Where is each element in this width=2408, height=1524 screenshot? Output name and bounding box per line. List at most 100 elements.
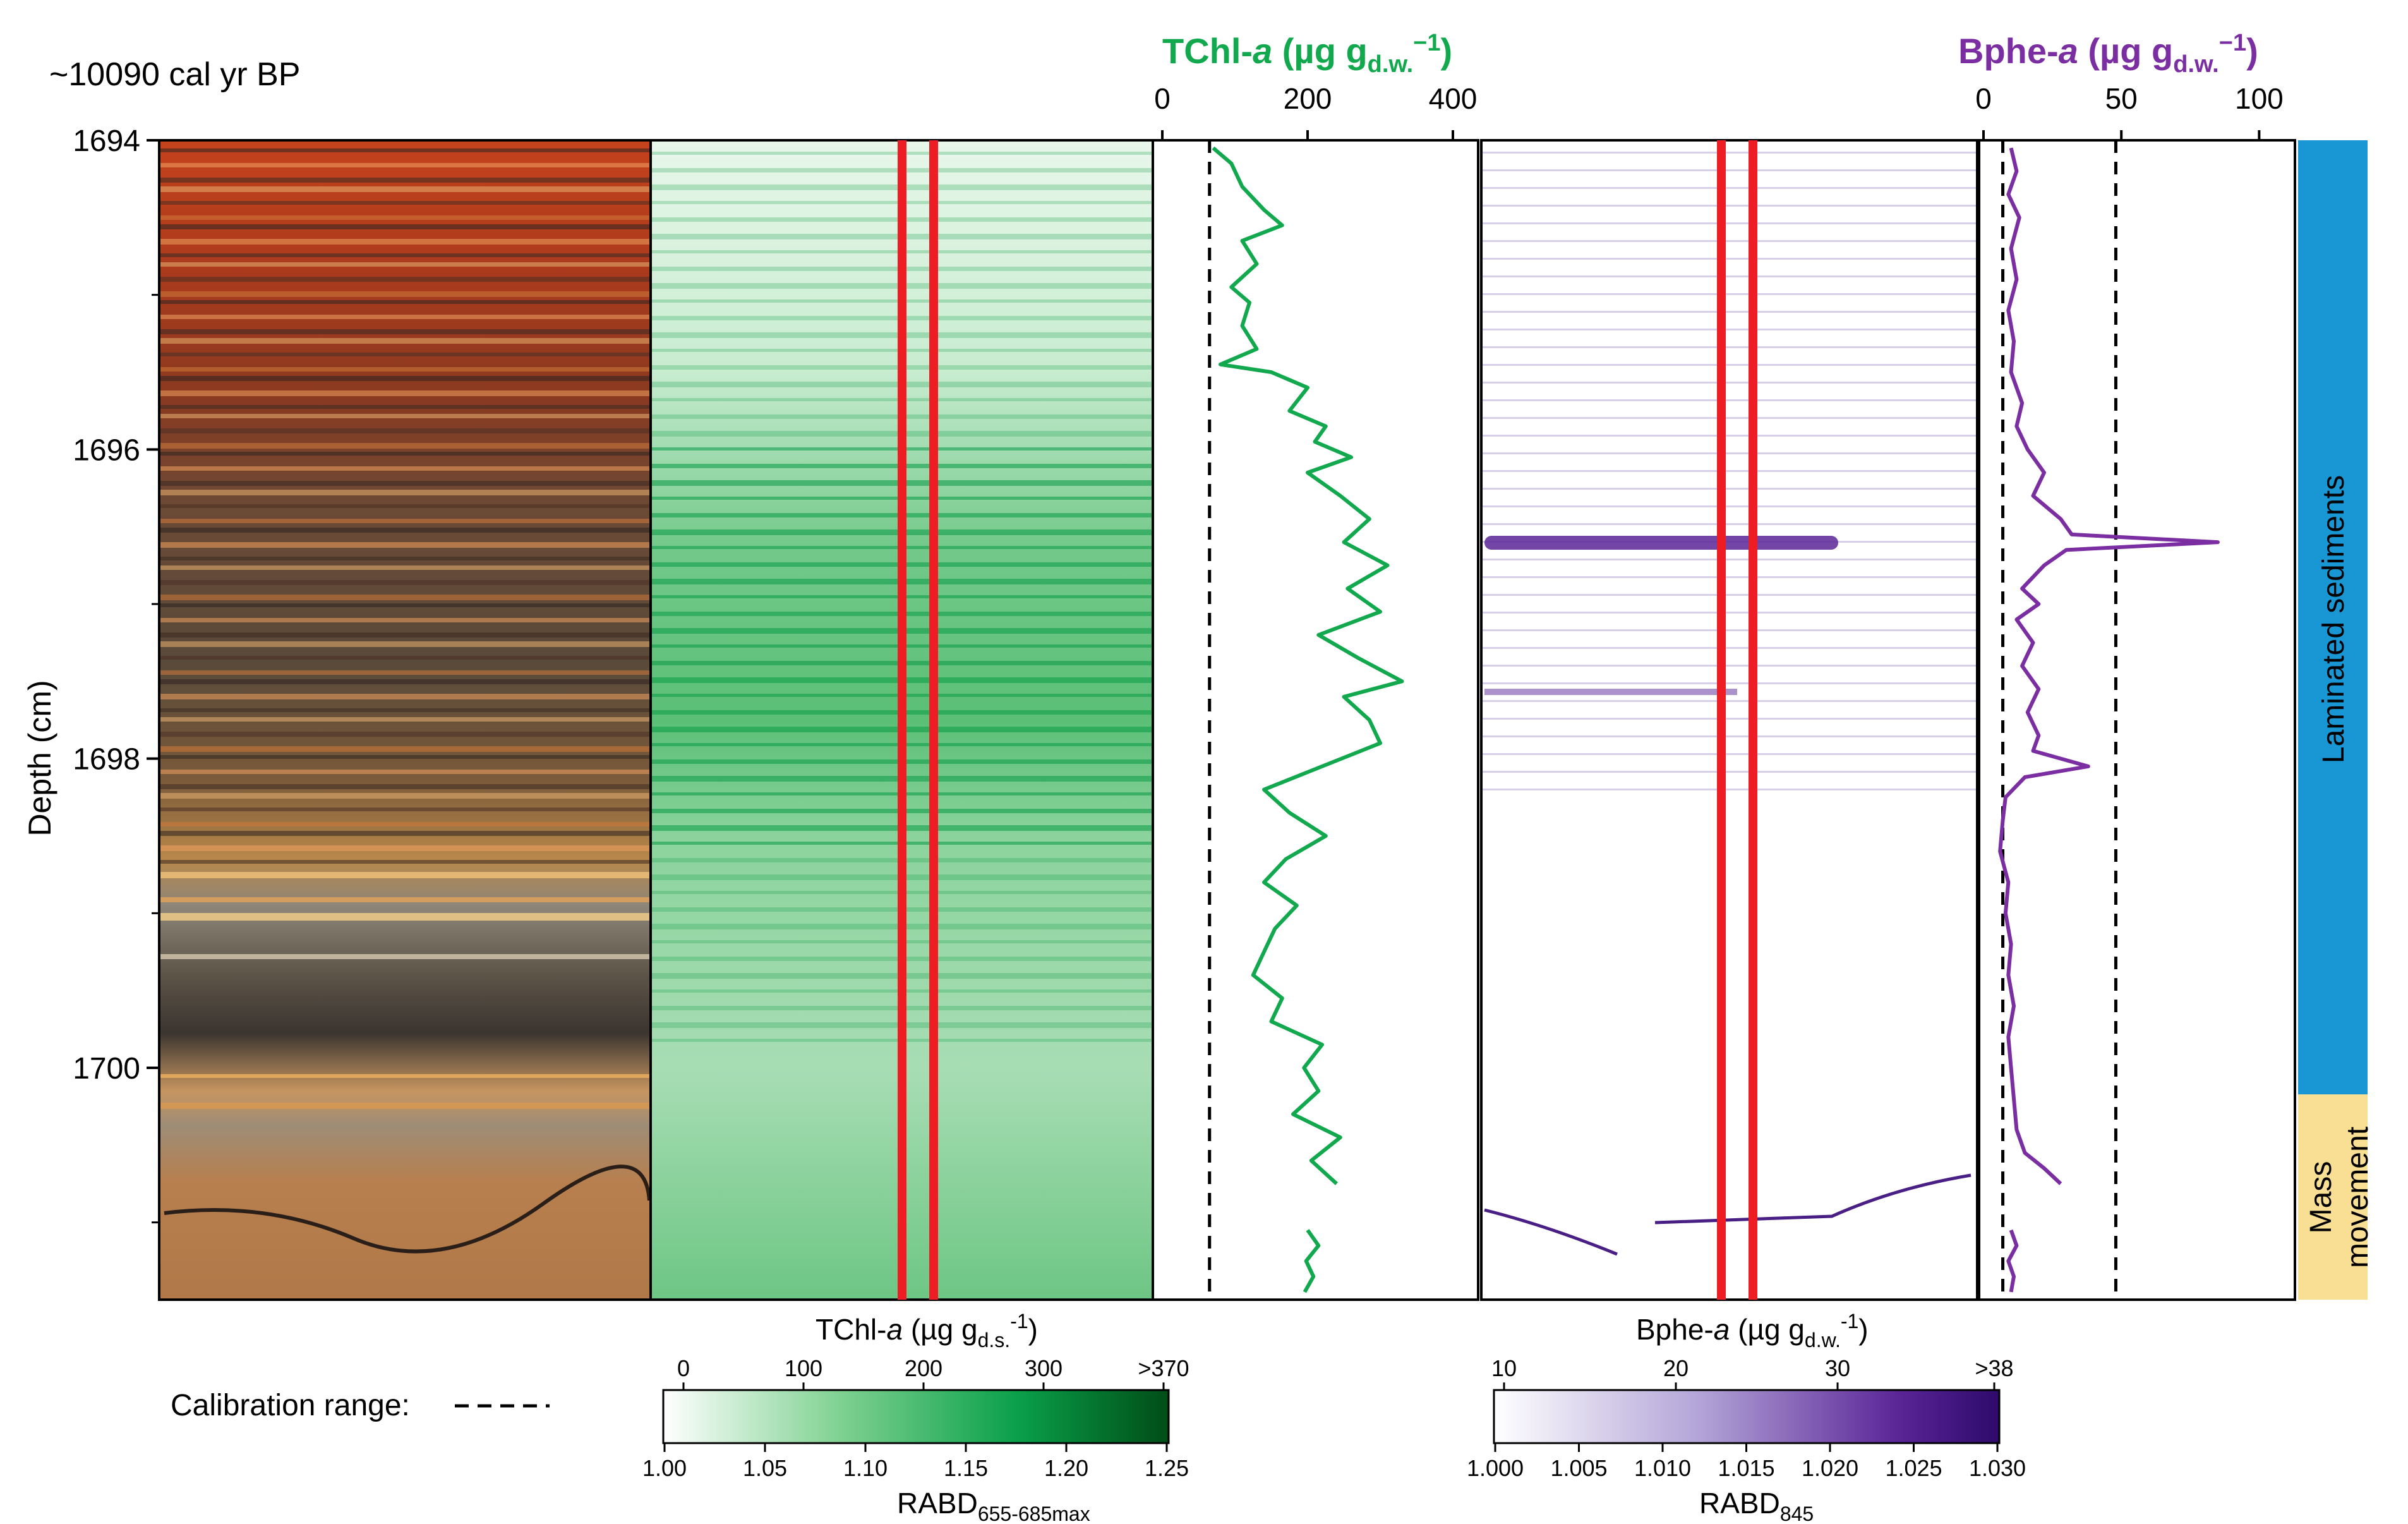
colorbar-top-tick-label: 20 [1663,1355,1689,1381]
core-lamina [159,376,651,381]
core-lamina [159,831,651,836]
purple-lamina [1481,417,1977,419]
x-tick-label: 100 [2235,82,2284,115]
colorbar-top-tick-label: 0 [677,1355,690,1381]
purple-band [1484,689,1737,695]
core-lamina [159,670,651,675]
core-lamina [159,163,651,167]
colorbar-top-tick-label: >370 [1138,1355,1189,1381]
bphe-colorbar-xlabel: RABD845 [1699,1487,1814,1524]
core-lamina [159,542,651,548]
core-lamina [159,822,651,826]
core-lamina [159,338,651,344]
series-line [1212,146,1404,1185]
colorbar-top-tick-label: 300 [1025,1355,1063,1381]
purple-lamina [1481,612,1977,614]
depth-tick-label: 1700 [73,1052,140,1086]
purple-lamina [1481,505,1977,507]
core-lamina [159,215,651,220]
core-lamina [159,490,651,495]
purple-lamina [1481,152,1977,154]
purple-lamina [1481,293,1977,295]
series-line-segment-2 [2006,1229,2019,1293]
core-lamina [159,178,651,183]
colorbar-bottom-tick-label: 1.020 [1802,1455,1858,1481]
zone-bar: Laminated sediments Mass movement [2298,140,2375,1300]
colorbar-bottom-tick-label: 1.000 [1467,1455,1524,1481]
core-lamina [159,414,651,418]
core-lamina [159,679,651,684]
tchl-colorbar-gradient [662,1389,1170,1444]
core-lamina [159,1074,651,1078]
purple-lamina [1481,382,1977,384]
depth-axis: 1694 1696 1698 1700 [73,124,159,1224]
core-lamina [159,565,651,570]
purple-lamina [1481,718,1977,720]
core-lamina [159,603,651,607]
core-lamina [159,367,651,372]
zone-mass-label-2: movement [2341,1127,2375,1268]
purple-lamina [1481,647,1977,649]
core-lamina [159,262,651,267]
x-tick-label: 400 [1429,82,1478,115]
colorbar-bottom-tick-label: 1.030 [1969,1455,2026,1481]
core-lamina [159,428,651,433]
purple-lamina [1481,559,1977,560]
colorbar-top-tick-label: >38 [1975,1355,2013,1381]
core-lamina [159,755,651,759]
purple-lamina [1481,222,1977,224]
core-lamina [159,557,651,560]
colorbar-bottom-tick-label: 1.05 [743,1455,787,1481]
colorbar-bottom-tick-label: 1.15 [944,1455,988,1481]
colorbar-top-tick-label: 100 [785,1355,822,1381]
bphe-colorbar-gradient [1493,1389,2001,1444]
tchl-plot-title: TChl-a (µg gd.w.−1) [1162,30,1452,78]
core-lamina [159,913,651,921]
purple-lamina [1481,435,1977,437]
age-label: ~10090 cal yr BP [49,56,300,93]
core-lamina [159,253,651,257]
core-photo-panel [158,139,652,1301]
purple-lamina [1481,789,1977,790]
x-tick-label: 0 [1975,82,1992,115]
x-tick-label: 200 [1284,82,1332,115]
depth-tick-label: 1698 [73,743,140,777]
colorbar-bottom-tick-label: 1.010 [1634,1455,1691,1481]
purple-lamina [1481,576,1977,578]
core-lamina [159,694,651,699]
purple-lamina [1481,258,1977,260]
purple-lamina [1481,594,1977,596]
purple-lamina [1481,346,1977,348]
tchl-colorbar-title: TChl-a (µg gd.s.-1) [816,1310,1038,1352]
purple-lamina [1481,364,1977,366]
core-lamina [159,954,651,959]
series-line [1998,147,2220,1185]
bphe-plot-title: Bphe-a (µg gd.w.−1) [1958,30,2258,78]
purple-lamina [1481,753,1977,755]
purple-lamina [1481,700,1977,702]
core-lamina [159,186,651,192]
purple-lamina [1481,665,1977,667]
core-lamina [159,1103,651,1109]
core-lamina [159,300,651,304]
purple-lamina [1481,275,1977,277]
depth-tick-label: 1694 [73,124,140,158]
series-line-segment-2 [1303,1229,1321,1293]
core-lamina [159,353,651,356]
core-lamina [159,315,651,319]
purple-lamina [1481,682,1977,684]
core-lamina [159,148,651,152]
core-lamina [159,618,651,622]
depth-axis-label: Depth (cm) [22,680,57,836]
purple-lamina [1481,187,1977,189]
core-lamina [159,784,651,789]
purple-lamina [1481,488,1977,490]
purple-lamina [1481,329,1977,330]
purple-lamina [1481,470,1977,472]
tchl-colorbar: TChl-a (µg gd.s.-1) 0 100 200 300 >370 1.00 1.… [642,1310,1189,1524]
bphe-colorbar-title: Bphe-a (µg gd.w.-1) [1636,1310,1869,1352]
colorbar-top-tick-label: 200 [905,1355,942,1381]
calibration-label: Calibration range: [171,1389,410,1422]
x-tick-label: 50 [2105,82,2138,115]
